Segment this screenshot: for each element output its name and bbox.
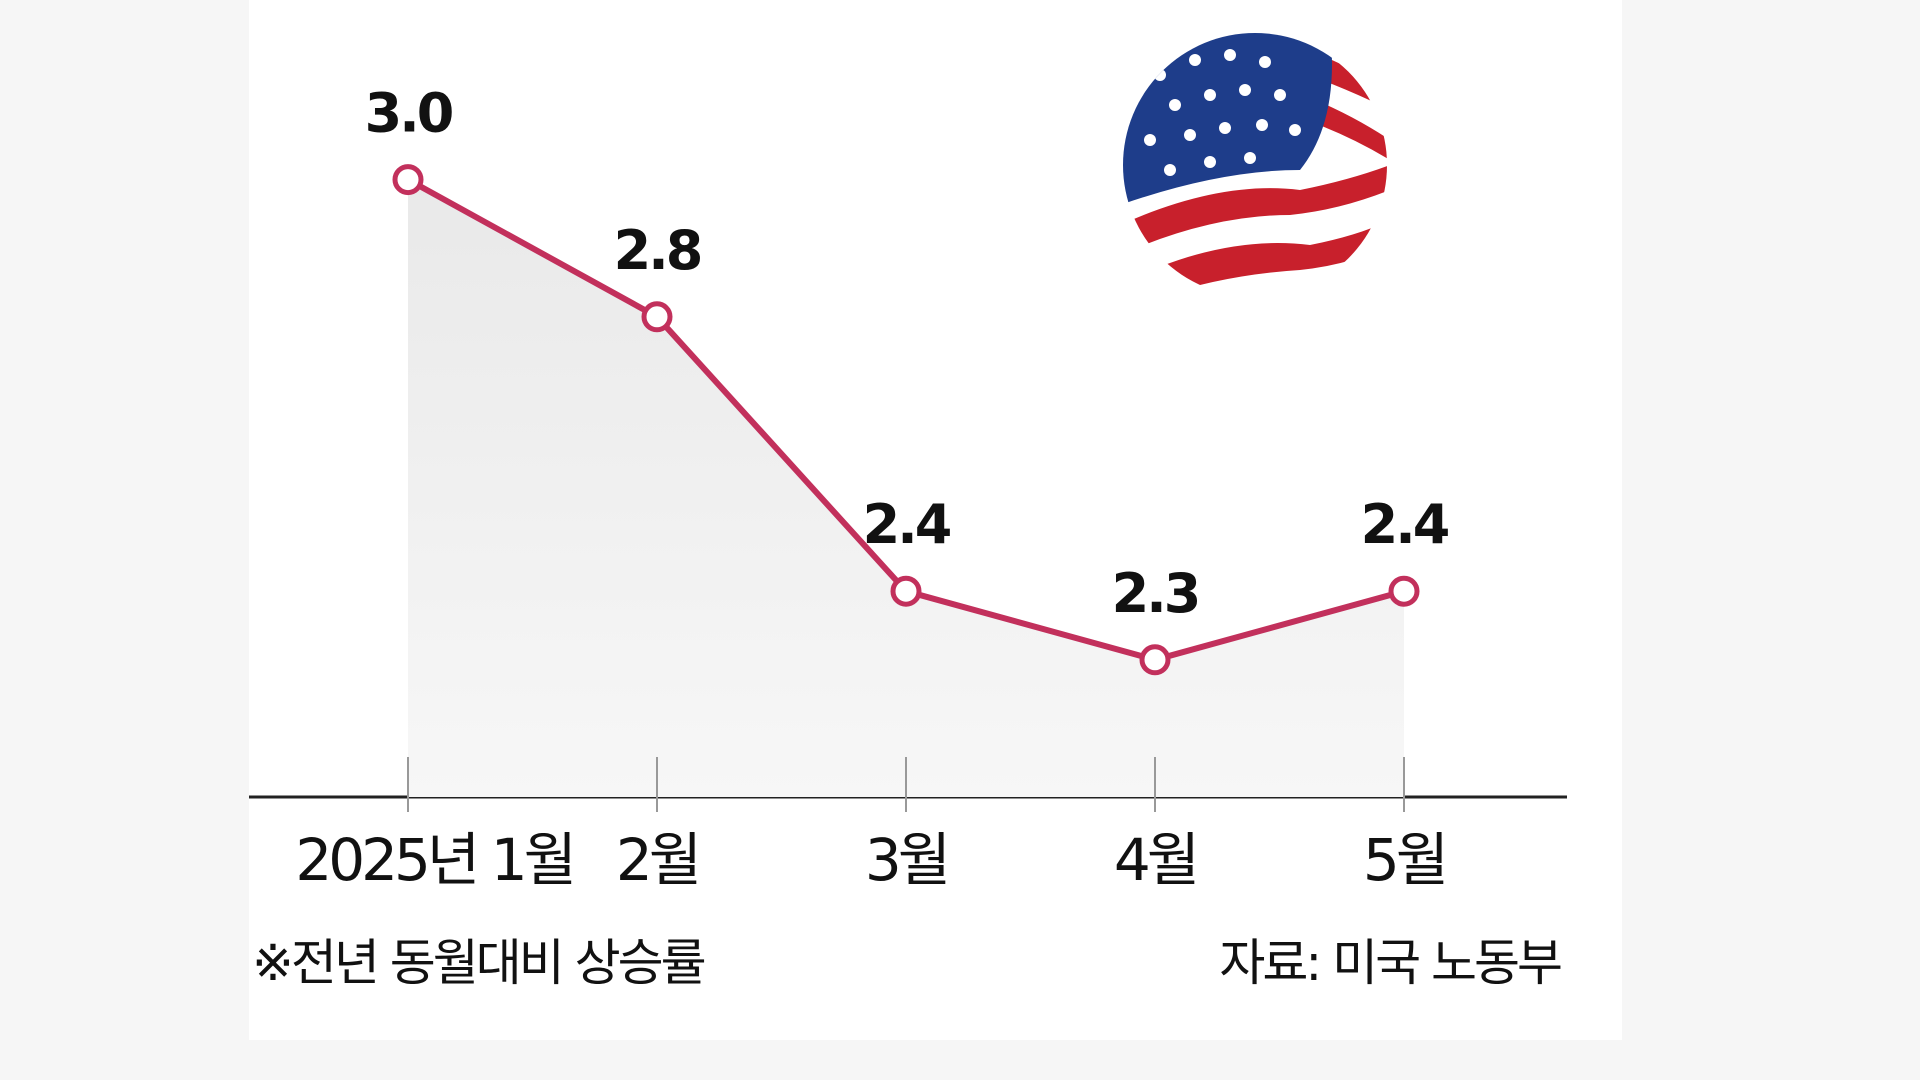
point: [890, 575, 922, 607]
area: [408, 179, 1404, 798]
value-label: 2.8: [614, 219, 701, 282]
footnote: ※전년 동월대비 상승률: [252, 934, 705, 992]
point: [641, 301, 673, 333]
source: 자료: 미국 노동부: [1219, 934, 1561, 992]
x-tick-label: 2월: [616, 826, 698, 894]
value-label: 2.4: [1361, 493, 1449, 556]
value-label: 2.3: [1112, 562, 1199, 625]
value-label: 3.0: [365, 82, 452, 145]
x-tick-label: 4월: [1114, 826, 1196, 894]
point: [1139, 644, 1171, 676]
point: [392, 164, 424, 196]
value-label: 2.4: [863, 493, 951, 556]
x-tick-label: 2025년 1월: [295, 826, 573, 894]
flag-icon: [1123, 33, 1387, 297]
point: [1388, 575, 1420, 607]
x-tick-label: 3월: [865, 826, 947, 894]
x-tick-label: 5월: [1363, 826, 1445, 894]
